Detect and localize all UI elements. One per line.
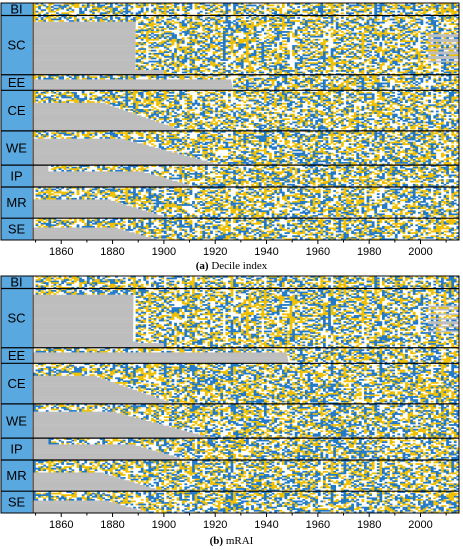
region-label-box-ee	[1, 74, 32, 91]
region-label-we: WE	[6, 141, 27, 156]
caption-decile-index: (a) Decile index	[0, 260, 463, 272]
caption-letter-a: (a)	[196, 260, 209, 272]
x-tick-label-1960: 1960	[306, 246, 330, 258]
region-label-ip: IP	[10, 169, 22, 184]
region-rows-we	[33, 403, 460, 439]
x-tick-label-1940: 1940	[254, 246, 278, 258]
region-rows-ee	[33, 74, 460, 91]
panel-decile-index: BI SC EE CE WE IP MR SE 1860 1880 1900 1920 1940 1960…	[0, 2, 463, 272]
region-label-bi: BI	[10, 275, 22, 290]
region-label-ee: EE	[8, 348, 26, 363]
caption-mrai: (b) mRAI	[0, 535, 463, 547]
region-label-ce: CE	[7, 376, 25, 391]
region-rows-ip	[33, 438, 460, 461]
x-tick-label-1900: 1900	[152, 519, 176, 531]
region-label-ee: EE	[8, 75, 26, 90]
region-rows-ce	[33, 90, 460, 132]
region-label-mr: MR	[6, 468, 26, 483]
region-label-bi: BI	[10, 2, 22, 17]
region-label-box-mr	[1, 459, 32, 492]
region-rows-bi	[35, 276, 460, 289]
plot-frame	[0, 275, 460, 514]
region-label-box-bi	[1, 276, 32, 289]
region-rows-ce	[33, 363, 460, 405]
caption-text-b: mRAI	[226, 535, 254, 547]
region-label-box-ce	[1, 363, 32, 404]
x-tick-label-1860: 1860	[49, 246, 73, 258]
region-label-box-ip	[1, 438, 32, 460]
x-tick-label-2000: 2000	[408, 519, 432, 531]
region-label-box-se	[1, 491, 32, 513]
region-label-box-bi	[1, 3, 32, 16]
region-label-box-ce	[1, 90, 32, 131]
region-rows-ip	[33, 165, 460, 188]
region-rows-we	[33, 130, 460, 166]
x-tick-label-1980: 1980	[357, 519, 381, 531]
region-label-box-we	[1, 403, 32, 439]
panel-mrai: BI SC EE CE WE IP MR SE 1860 1880 1900 1920 1940 1960…	[0, 273, 463, 550]
x-tick-label-1940: 1940	[254, 519, 278, 531]
region-label-box-ip	[1, 165, 32, 187]
region-label-box-mr	[1, 186, 32, 219]
region-label-ip: IP	[10, 442, 22, 457]
x-tick-label-1960: 1960	[306, 519, 330, 531]
region-rows-se	[33, 218, 460, 241]
x-tick-label-1880: 1880	[100, 246, 124, 258]
region-label-sc: SC	[7, 311, 25, 326]
x-tick-label-1920: 1920	[203, 519, 227, 531]
heatmap-decile-index: BI SC EE CE WE IP MR SE 1860 1880 1900 1920 1940 1960…	[0, 2, 460, 258]
region-label-box-ee	[1, 347, 32, 364]
region-label-box-sc	[1, 288, 32, 348]
region-label-se: SE	[8, 495, 26, 510]
region-rows-mr	[33, 459, 460, 492]
region-rows-sc	[33, 15, 460, 75]
region-label-we: WE	[6, 414, 27, 429]
region-rows-mr	[33, 186, 460, 219]
caption-letter-b: (b)	[210, 535, 223, 547]
region-rows-se	[33, 491, 460, 514]
region-label-se: SE	[8, 222, 26, 237]
region-label-mr: MR	[6, 195, 26, 210]
region-label-sc: SC	[7, 38, 25, 53]
x-tick-label-1880: 1880	[100, 519, 124, 531]
plot-frame	[0, 2, 460, 241]
x-tick-label-1860: 1860	[49, 519, 73, 531]
region-label-box-we	[1, 130, 32, 166]
region-rows-sc	[33, 288, 460, 348]
x-tick-label-1900: 1900	[152, 246, 176, 258]
region-rows-ee	[33, 347, 460, 364]
x-tick-label-2000: 2000	[408, 246, 432, 258]
region-label-box-se	[1, 218, 32, 240]
region-label-ce: CE	[7, 103, 25, 118]
x-tick-label-1980: 1980	[357, 246, 381, 258]
region-label-box-sc	[1, 15, 32, 75]
caption-text-a: Decile index	[211, 260, 267, 272]
heatmap-mrai: BI SC EE CE WE IP MR SE 1860 1880 1900 1920 1940 1960…	[0, 275, 460, 531]
region-rows-bi	[33, 3, 460, 16]
x-tick-label-1920: 1920	[203, 246, 227, 258]
